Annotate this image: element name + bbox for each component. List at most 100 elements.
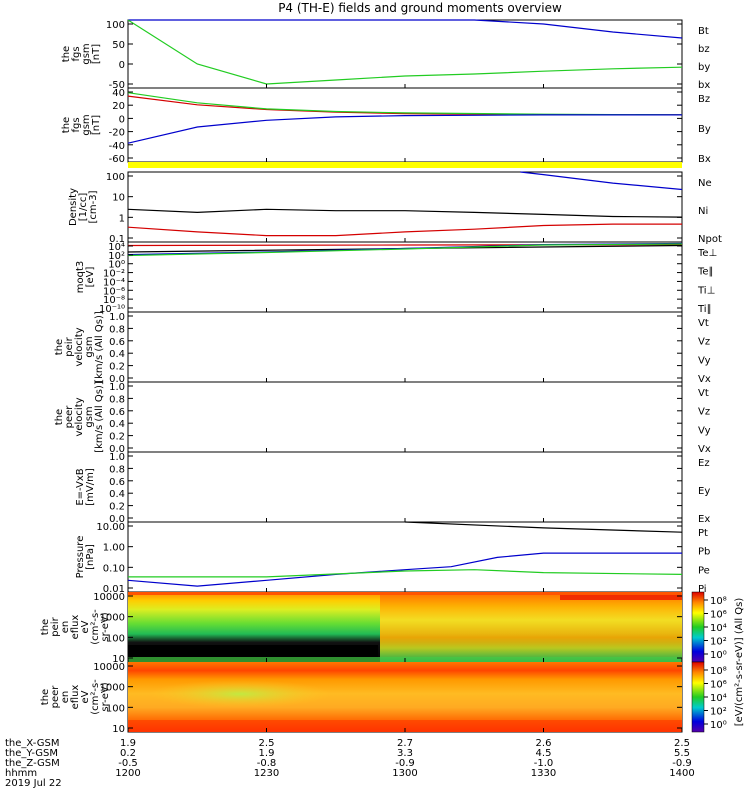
y-tick-label: 1000 [100, 613, 125, 624]
x-row-label: hhmm [5, 768, 37, 779]
x-row-label: 2019 Jul 22 [5, 778, 62, 789]
y-tick-label: 0.6 [109, 407, 125, 418]
series-line-Npot [520, 171, 683, 191]
y-tick-label: 10 [112, 193, 125, 204]
y-tick-label: 10⁻² [103, 269, 125, 280]
y-axis-label: peir [64, 336, 75, 356]
y-tick-label: 10⁻¹⁰ [99, 304, 125, 315]
y-axis-label: peir [50, 616, 61, 636]
x-tick-label: 2.6 [536, 738, 552, 749]
y-axis-label: [km/s (All Qs)] [94, 381, 105, 453]
x-tick-label: 2.5 [674, 738, 690, 749]
legend-Vt: Vt [698, 318, 709, 329]
y-tick-label: 1.00 [103, 543, 125, 554]
legend-Vz: Vz [698, 337, 710, 348]
y-tick-label: 0.4 [109, 349, 125, 360]
legend-Ti⊥: Ti⊥ [697, 285, 715, 296]
colorbar-tick: 10⁶ [710, 680, 727, 691]
y-tick-label: 0.6 [109, 477, 125, 488]
status-bar [128, 162, 682, 168]
series-line-bx [128, 19, 683, 39]
y-tick-label: 20 [112, 101, 125, 112]
x-tick-label: 5.5 [674, 748, 690, 759]
x-tick-label: 1330 [531, 768, 556, 779]
x-row-label: the_Z-GSM [5, 758, 60, 769]
y-axis-ticks: 100500-5040200-20-40-601001010.110⁴10²10… [93, 20, 682, 735]
series-line-by [127, 19, 683, 85]
y-tick-label: 10 [112, 654, 125, 665]
colorbar-tick: 10⁴ [710, 693, 727, 704]
colorbar-tick: 10⁸ [710, 666, 727, 677]
series-line-Ti∥ [127, 243, 683, 257]
series-line-By [127, 92, 683, 116]
y-tick-label: 1.0 [109, 382, 125, 393]
legend-Vx: Vx [698, 374, 711, 385]
y-axis-label: moqt3 [75, 261, 86, 294]
series-line-Bx [127, 114, 682, 144]
chart-title: P4 (TH-E) fields and ground moments over… [278, 1, 562, 15]
y-tick-label: 0.0 [109, 514, 125, 525]
legend-Vy: Vy [698, 355, 711, 366]
y-axis-label: the [40, 689, 51, 705]
y-tick-label: 0.4 [109, 489, 125, 500]
y-axis-label: E=-VxB [75, 468, 86, 505]
x-tick-label: 0.2 [120, 748, 136, 759]
x-tick-label: -0.5 [118, 758, 138, 769]
y-axis-label: eV [80, 690, 91, 703]
legend-Ex: Ex [698, 514, 710, 525]
y-tick-label: 0.01 [103, 584, 125, 595]
y-axis-label: the [54, 339, 65, 355]
y-axis-label: gsm [84, 336, 95, 357]
y-axis-label: fgs [71, 117, 82, 132]
y-axis-label: [nT] [91, 115, 102, 135]
x-tick-label: 1200 [115, 768, 140, 779]
y-tick-label: 1.0 [109, 312, 125, 323]
ion-spectrogram [128, 592, 682, 662]
series-line-Pi [127, 552, 682, 587]
y-axis-label: en [60, 621, 71, 634]
y-tick-label: 10 [112, 724, 125, 735]
electron-spectrogram [128, 662, 682, 732]
y-axis-label: sr-eV) [100, 612, 111, 641]
legend-By: By [698, 124, 711, 135]
colorbar-tick: 10⁰ [710, 720, 727, 731]
legend-Ey: Ey [698, 486, 710, 497]
y-tick-label: 1 [119, 213, 125, 224]
x-tick-label: 1400 [669, 768, 694, 779]
y-axis-label: fgs [71, 46, 82, 61]
y-tick-label: 10⁰ [108, 260, 125, 271]
colorbar-tick: 10⁴ [710, 623, 727, 634]
panel-frame-5 [127, 311, 683, 383]
y-axis-label: (cm²-s- [90, 609, 101, 645]
legend-by: by [698, 62, 710, 73]
y-tick-label: 0 [119, 114, 125, 125]
y-tick-label: 0.8 [109, 324, 125, 335]
y-axis-label: Pressure [75, 536, 86, 579]
legend-Pe: Pe [698, 565, 710, 576]
y-tick-label: 0.2 [109, 432, 125, 443]
y-tick-label: 50 [112, 40, 125, 51]
y-tick-label: 0.6 [109, 337, 125, 348]
y-axis-label: eV [80, 620, 91, 633]
y-tick-label: 1.0 [109, 452, 125, 463]
y-axis-labels: the fgs gsm [nT]the fgs gsm [nT]Density [1/cc][… [40, 43, 111, 714]
legend-Ti∥: Ti∥ [697, 304, 712, 315]
legend-Pt: Pt [698, 528, 708, 539]
x-tick-label: 1.9 [120, 738, 136, 749]
x-tick-label: 1230 [254, 768, 279, 779]
y-axis-label: the [61, 46, 72, 62]
colorbar-tick: 10⁰ [710, 650, 727, 661]
x-row-label: the_X-GSM [5, 738, 59, 749]
y-axis-label: [cm-3] [88, 190, 99, 223]
y-axis-label: eflux [70, 615, 81, 640]
colorbar-tick: 10⁸ [710, 596, 727, 607]
data-series [127, 19, 683, 587]
y-tick-label: 10⁻⁸ [103, 295, 125, 306]
x-tick-label: 1300 [392, 768, 417, 779]
y-axis-label: [eV] [85, 267, 96, 288]
legend-Vt: Vt [698, 388, 709, 399]
y-axis-label: sr-eV) [100, 682, 111, 711]
y-axis-label: the [61, 117, 72, 133]
y-tick-label: 10000 [93, 592, 125, 603]
